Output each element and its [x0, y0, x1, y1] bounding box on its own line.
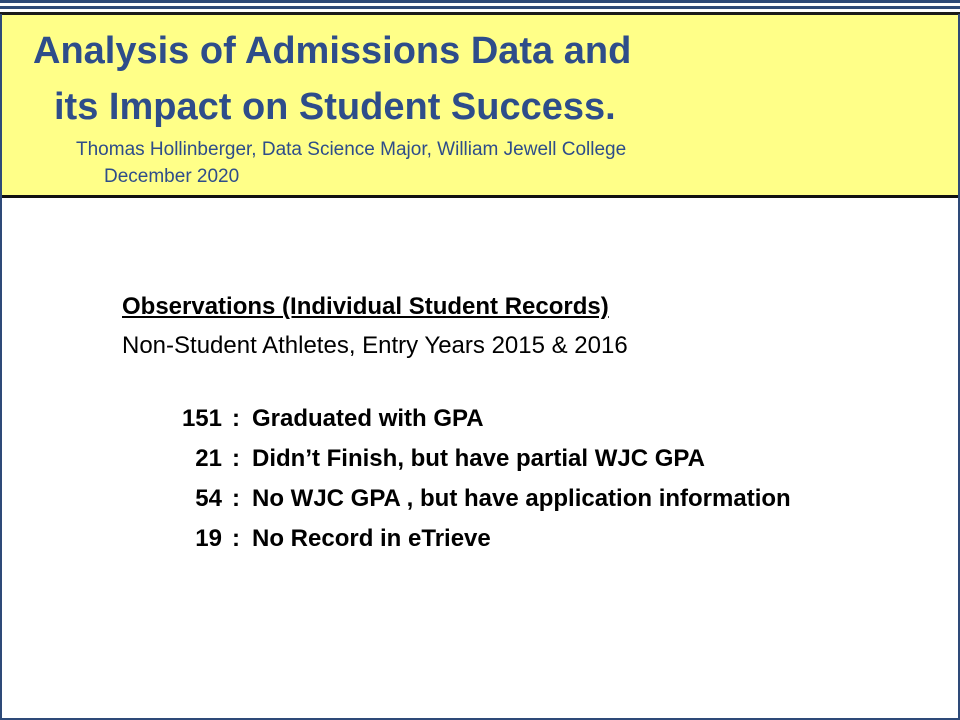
record-count: 21 — [195, 445, 222, 472]
left-border — [0, 14, 2, 720]
record-separator: : — [232, 525, 240, 552]
right-border — [958, 14, 960, 720]
bottom-border — [0, 718, 960, 720]
record-description: No WJC GPA , but have application inform… — [252, 485, 791, 512]
record-separator: : — [232, 405, 240, 432]
observations-subheading: Non-Student Athletes, Entry Years 2015 &… — [122, 332, 628, 359]
top-stripe — [0, 12, 960, 15]
record-separator: : — [232, 485, 240, 512]
slide-title-line-2: its Impact on Student Success. — [54, 86, 616, 128]
list-item: 54 : No WJC GPA , but have application i… — [150, 485, 791, 525]
slide-title-line-1: Analysis of Admissions Data and — [33, 30, 632, 72]
record-separator: : — [232, 445, 240, 472]
list-item: 151 : Graduated with GPA — [150, 405, 791, 445]
title-band: Analysis of Admissions Data and its Impa… — [2, 15, 958, 198]
record-count: 151 — [181, 405, 222, 432]
record-count: 54 — [195, 485, 222, 512]
record-description: Graduated with GPA — [252, 405, 484, 432]
records-list: 151 : Graduated with GPA 21 : Didn’t Fin… — [150, 405, 791, 565]
top-stripe — [0, 6, 960, 9]
record-description: No Record in eTrieve — [252, 525, 491, 552]
date-line: December 2020 — [104, 166, 240, 187]
record-count: 19 — [195, 525, 222, 552]
observations-heading: Observations (Individual Student Records… — [122, 293, 609, 320]
list-item: 21 : Didn’t Finish, but have partial WJC… — [150, 445, 791, 485]
record-description: Didn’t Finish, but have partial WJC GPA — [252, 445, 705, 472]
list-item: 19 : No Record in eTrieve — [150, 525, 791, 565]
top-stripe — [0, 0, 960, 3]
author-line: Thomas Hollinberger, Data Science Major,… — [76, 139, 627, 160]
